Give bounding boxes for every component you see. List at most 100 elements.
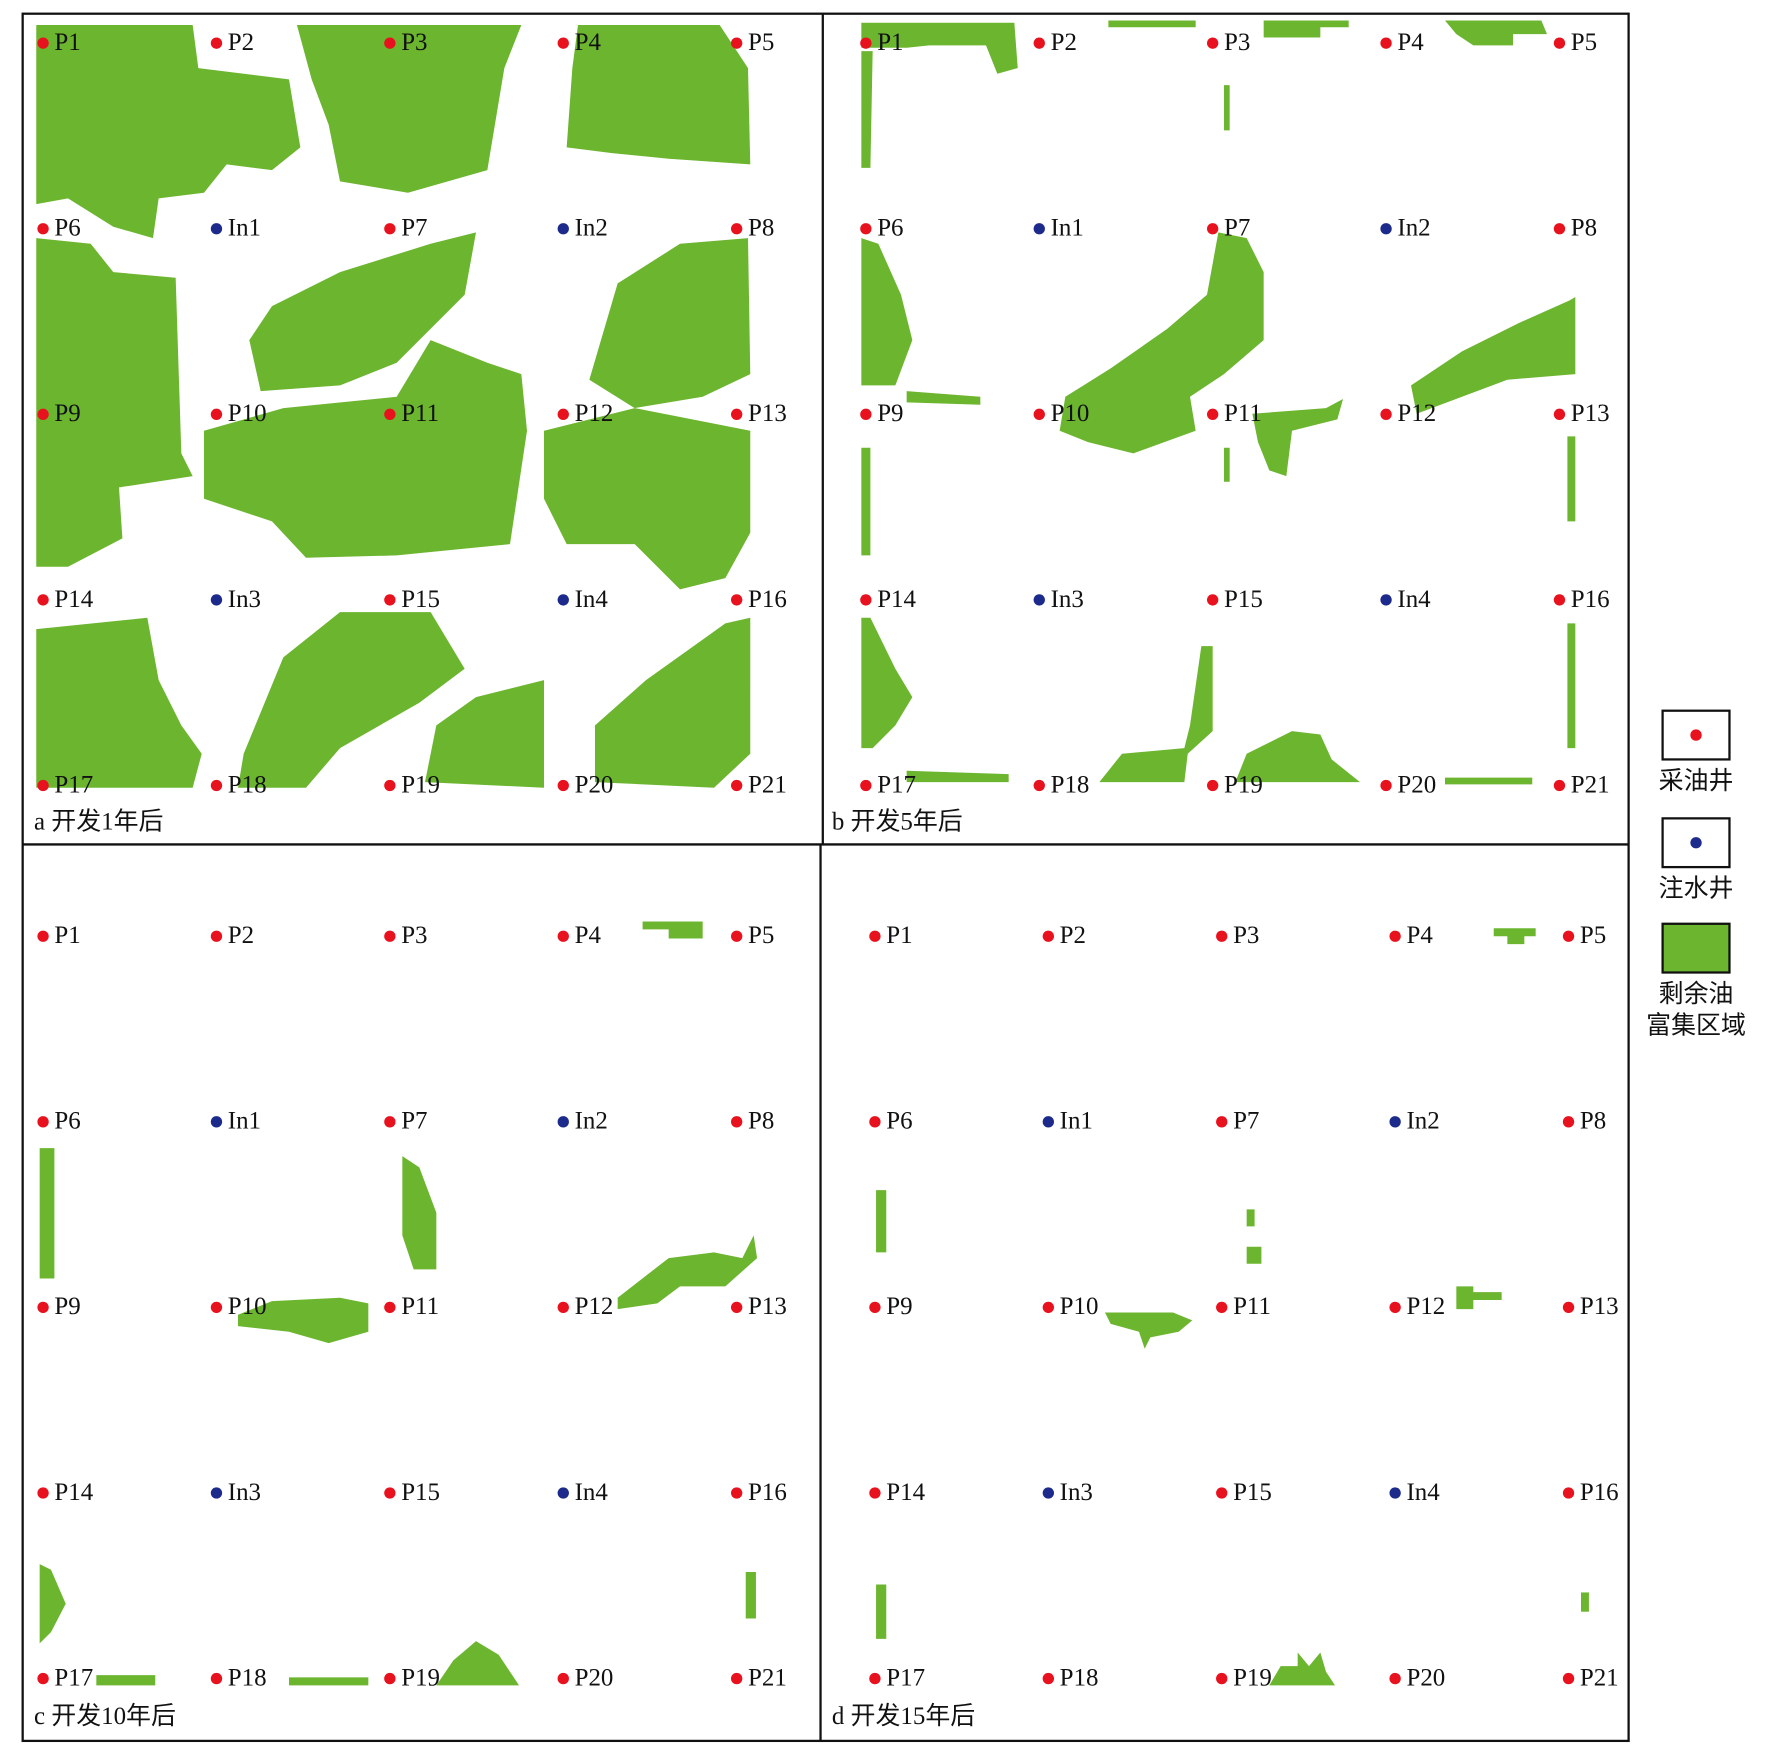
well-label: P12 <box>1406 1293 1445 1320</box>
oil-region <box>589 238 751 409</box>
well-label: P20 <box>1397 771 1436 798</box>
well-marker <box>37 1301 49 1314</box>
well-label: P16 <box>1571 586 1610 613</box>
well-label: P9 <box>54 1293 80 1320</box>
oil-region <box>402 1156 437 1270</box>
well-label: P14 <box>886 1479 925 1506</box>
well-label: P9 <box>886 1293 912 1320</box>
well-marker <box>731 1487 743 1499</box>
well-label: In1 <box>1060 1108 1093 1135</box>
oil-regions-d <box>876 928 1589 1686</box>
well-label: P7 <box>401 215 427 242</box>
well-label: P2 <box>228 29 254 56</box>
well-marker <box>384 223 396 235</box>
well-label: P15 <box>1224 586 1263 613</box>
legend-dot <box>1690 729 1702 741</box>
oil-region <box>861 447 871 556</box>
well-label: P1 <box>877 29 903 56</box>
oil-region <box>1567 623 1576 749</box>
well-marker <box>1033 223 1045 235</box>
well-marker <box>37 1672 49 1685</box>
well-marker <box>731 1116 743 1128</box>
well-marker <box>1389 1301 1401 1314</box>
well-marker <box>210 594 223 606</box>
well-label: P8 <box>1580 1108 1606 1135</box>
well-marker <box>731 223 743 235</box>
well-label: P8 <box>748 1108 774 1135</box>
well-marker <box>1389 1487 1401 1499</box>
well-marker <box>37 779 49 792</box>
well-marker <box>860 408 872 420</box>
well-label: P5 <box>1580 922 1606 949</box>
panel-caption: b 开发5年后 <box>832 808 963 836</box>
well-label: P15 <box>1233 1479 1272 1506</box>
well-marker <box>37 1487 49 1499</box>
oil-region <box>238 1297 369 1344</box>
well-marker <box>1562 1672 1575 1685</box>
well-label: P15 <box>401 586 440 613</box>
well-marker <box>1553 223 1566 235</box>
oil-region <box>861 617 913 749</box>
oil-region <box>296 25 522 193</box>
well-label: P2 <box>1060 922 1086 949</box>
well-label: P19 <box>401 1664 440 1691</box>
well-marker <box>37 930 49 942</box>
well-label: P12 <box>575 400 614 427</box>
well-marker <box>1042 1487 1054 1499</box>
well-marker <box>869 1116 881 1128</box>
well-label: P8 <box>1571 215 1597 242</box>
oil-region <box>544 408 751 590</box>
oil-region <box>1445 777 1533 785</box>
well-label: P13 <box>1571 400 1610 427</box>
well-marker <box>1380 594 1392 606</box>
well-label: P11 <box>401 1293 439 1320</box>
well-marker <box>210 37 223 49</box>
oil-region <box>36 238 193 567</box>
well-label: P7 <box>1233 1108 1259 1135</box>
well-label: In3 <box>228 586 261 613</box>
well-label: P14 <box>54 1479 93 1506</box>
well-label: P3 <box>401 29 427 56</box>
well-marker <box>860 37 872 49</box>
well-label: P16 <box>748 1479 787 1506</box>
well-label: P4 <box>1406 922 1433 949</box>
well-marker <box>1553 408 1566 420</box>
well-marker <box>1380 779 1392 792</box>
well-marker <box>210 408 223 420</box>
well-label: P13 <box>748 1293 787 1320</box>
well-marker <box>557 1301 569 1314</box>
oil-region <box>1456 1286 1502 1310</box>
well-marker <box>731 408 743 420</box>
oil-regions-a <box>36 25 751 788</box>
oil-region <box>1108 20 1196 28</box>
well-marker <box>1380 37 1392 49</box>
well-label: P1 <box>886 922 912 949</box>
well-marker <box>384 1672 396 1685</box>
well-label: In2 <box>1397 215 1430 242</box>
well-marker <box>37 37 49 49</box>
well-label: P17 <box>54 771 93 798</box>
well-marker <box>1553 37 1566 49</box>
well-label: In4 <box>1397 586 1431 613</box>
well-label: P5 <box>748 922 774 949</box>
oil-region <box>566 25 751 165</box>
oil-region <box>906 391 981 405</box>
well-marker <box>1033 408 1045 420</box>
well-marker <box>384 1301 396 1314</box>
oil-region <box>861 22 1018 74</box>
well-marker <box>557 779 569 792</box>
well-marker <box>860 779 872 792</box>
well-label: P17 <box>54 1664 93 1691</box>
well-marker <box>1207 594 1219 606</box>
well-label: P2 <box>1051 29 1077 56</box>
well-marker <box>1553 779 1566 792</box>
well-label: P19 <box>1233 1664 1272 1691</box>
well-label: P8 <box>748 215 774 242</box>
well-label: P3 <box>1224 29 1250 56</box>
well-label: P5 <box>748 29 774 56</box>
well-marker <box>1033 779 1045 792</box>
oil-region <box>745 1572 756 1619</box>
oil-region <box>39 1564 66 1644</box>
well-marker <box>37 594 49 606</box>
oil-region <box>1099 646 1213 783</box>
